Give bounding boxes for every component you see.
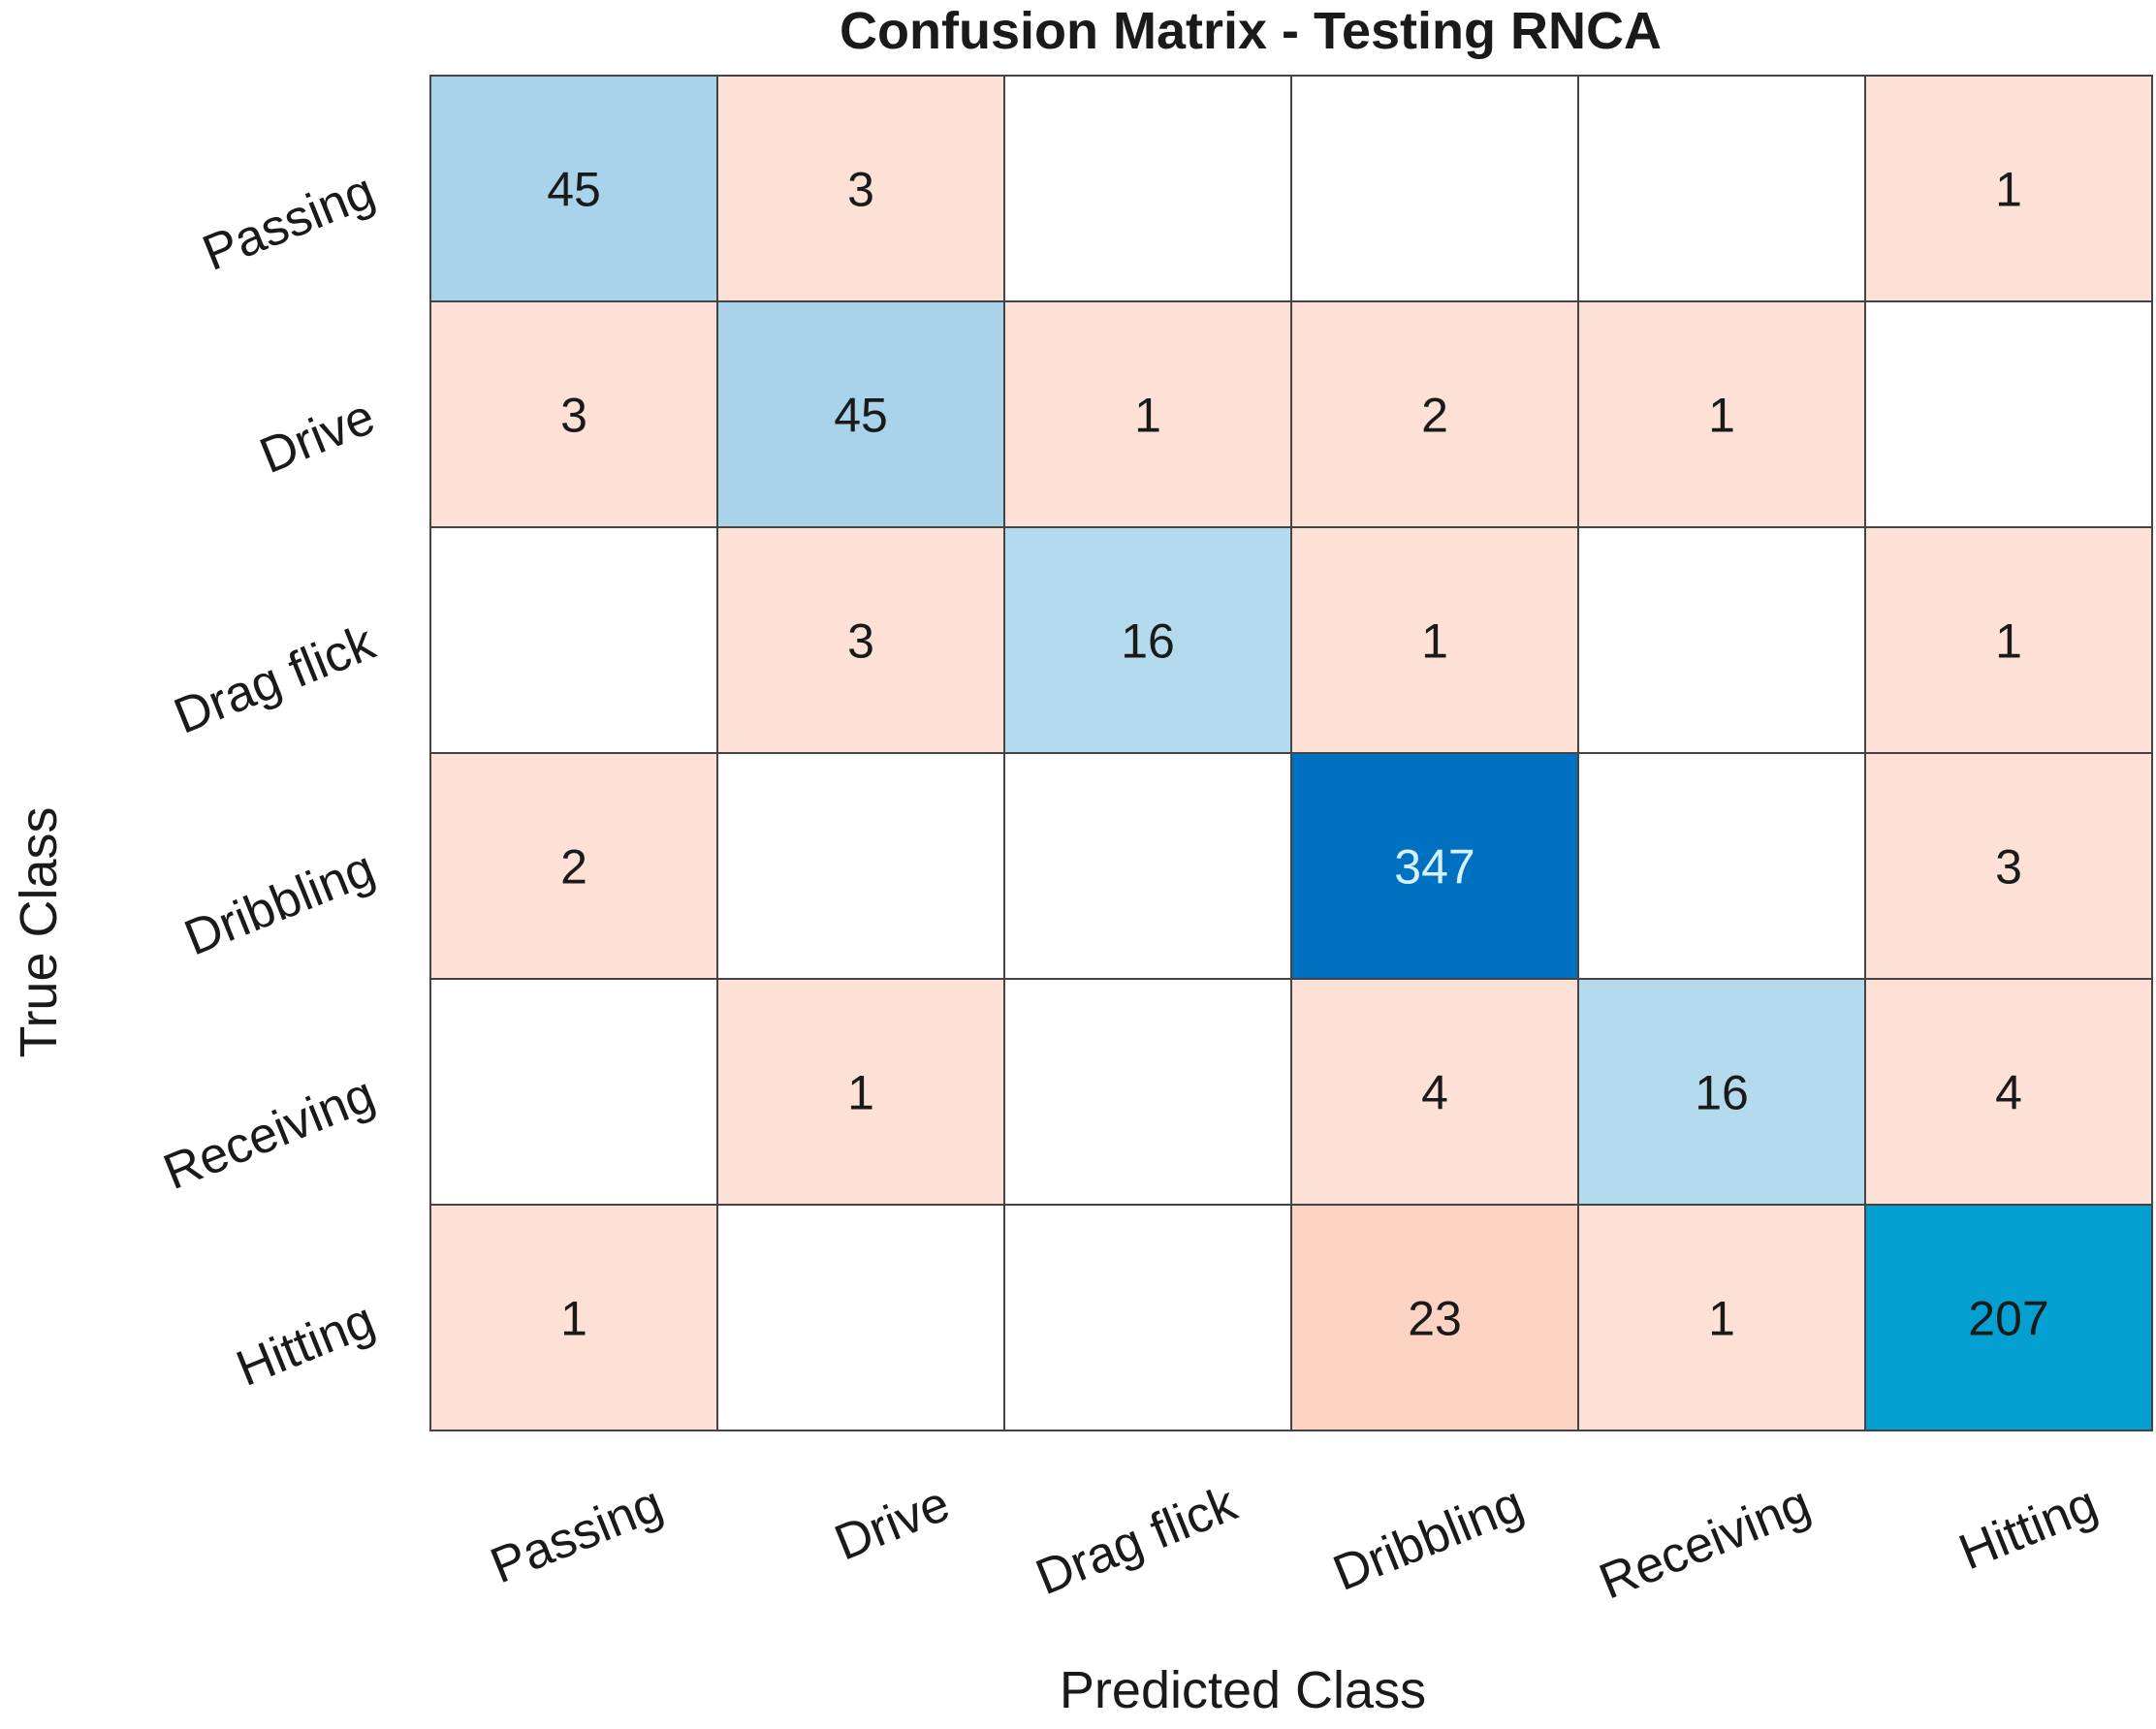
y-tick-label: Dribbling (176, 840, 382, 967)
cell-value: 347 (1394, 840, 1474, 895)
cell-drag-flick-drag-flick (1003, 526, 1292, 754)
cell-receiving-drag-flick (1003, 978, 1292, 1206)
cell-drive-hitting (1864, 300, 2153, 528)
cell-value: 45 (834, 389, 888, 443)
cell-value: 1 (1134, 389, 1161, 443)
x-tick-labels: Passing Drive Drag flick Dribbling Receiving… (483, 1475, 2105, 1611)
cell-value: 16 (1695, 1066, 1749, 1120)
cell-dribbling-drag-flick (1003, 752, 1292, 980)
cell-drag-flick-hitting (1864, 526, 2153, 754)
x-tick-label: Receiving (1592, 1475, 1818, 1610)
cell-passing-passing (429, 75, 718, 302)
cell-dribbling-receiving (1577, 752, 1866, 980)
cell-drive-passing (429, 300, 718, 528)
cell-receiving-dribbling (1290, 978, 1579, 1206)
y-tick-label: Passing (195, 163, 382, 282)
cell-value: 4 (1995, 1066, 2022, 1120)
y-axis-label: True Class (10, 806, 68, 1057)
chart-title: Confusion Matrix - Testing RNCA (840, 2, 1662, 60)
cell-drive-receiving (1577, 300, 1866, 528)
cell-value: 1 (560, 1292, 587, 1346)
x-tick-label: Drive (827, 1475, 957, 1571)
cell-drive-drive (716, 300, 1005, 528)
cell-value: 23 (1408, 1292, 1462, 1346)
cell-value: 3 (847, 163, 874, 217)
cell-value: 2 (1421, 389, 1448, 443)
cell-value: 1 (1708, 1292, 1735, 1346)
cell-drag-flick-passing (429, 526, 718, 754)
cell-receiving-hitting (1864, 978, 2153, 1206)
x-tick-label: Drag flick (1029, 1475, 1246, 1606)
cell-dribbling-passing (429, 752, 718, 980)
cell-passing-hitting (1864, 75, 2153, 302)
x-axis-label: Predicted Class (1060, 1661, 1426, 1719)
cell-hitting-drive (716, 1204, 1005, 1431)
cell-hitting-passing (429, 1204, 718, 1431)
y-tick-label: Drive (252, 389, 382, 485)
cell-value: 1 (1995, 163, 2022, 217)
cell-value: 2 (560, 840, 587, 895)
x-tick-label: Hitting (1951, 1475, 2105, 1581)
cell-value: 3 (1995, 840, 2022, 895)
cell-value: 1 (847, 1066, 874, 1120)
cell-hitting-dribbling (1290, 1204, 1579, 1431)
cell-value: 4 (1421, 1066, 1448, 1120)
cell-passing-drag-flick (1003, 75, 1292, 302)
cell-passing-receiving (1577, 75, 1866, 302)
y-tick-label: Receiving (156, 1066, 382, 1201)
cell-drag-flick-receiving (1577, 526, 1866, 754)
y-tick-label: Drag flick (167, 613, 384, 744)
cell-value: 1 (1708, 389, 1735, 443)
cell-passing-drive (716, 75, 1005, 302)
cell-hitting-drag-flick (1003, 1204, 1292, 1431)
cell-passing-dribbling (1290, 75, 1579, 302)
cell-value: 16 (1121, 614, 1175, 669)
cell-value: 3 (560, 389, 587, 443)
matrix-cells: 45 3 1 3 45 1 2 1 3 16 1 1 2 347 3 1 4 16 4 1 23 1 207 (429, 75, 2153, 1431)
cell-value: 207 (1968, 1292, 2048, 1346)
x-tick-label: Dribbling (1325, 1475, 1531, 1602)
cell-receiving-drive (716, 978, 1005, 1206)
cell-hitting-receiving (1577, 1204, 1866, 1431)
cell-dribbling-dribbling (1290, 752, 1579, 980)
cell-value: 45 (547, 163, 601, 217)
cell-hitting-hitting (1864, 1204, 2153, 1431)
cell-value: 1 (1995, 614, 2022, 669)
y-tick-label: Hitting (229, 1292, 382, 1398)
cell-dribbling-drive (716, 752, 1005, 980)
y-tick-labels: Passing Drive Drag flick Dribbling Receiving… (156, 163, 383, 1398)
cell-value: 1 (1421, 614, 1448, 669)
cell-receiving-receiving (1577, 978, 1866, 1206)
cell-value: 3 (847, 614, 874, 669)
cell-dribbling-hitting (1864, 752, 2153, 980)
cell-drive-drag-flick (1003, 300, 1292, 528)
x-tick-label: Passing (483, 1475, 670, 1594)
cell-receiving-passing (429, 978, 718, 1206)
